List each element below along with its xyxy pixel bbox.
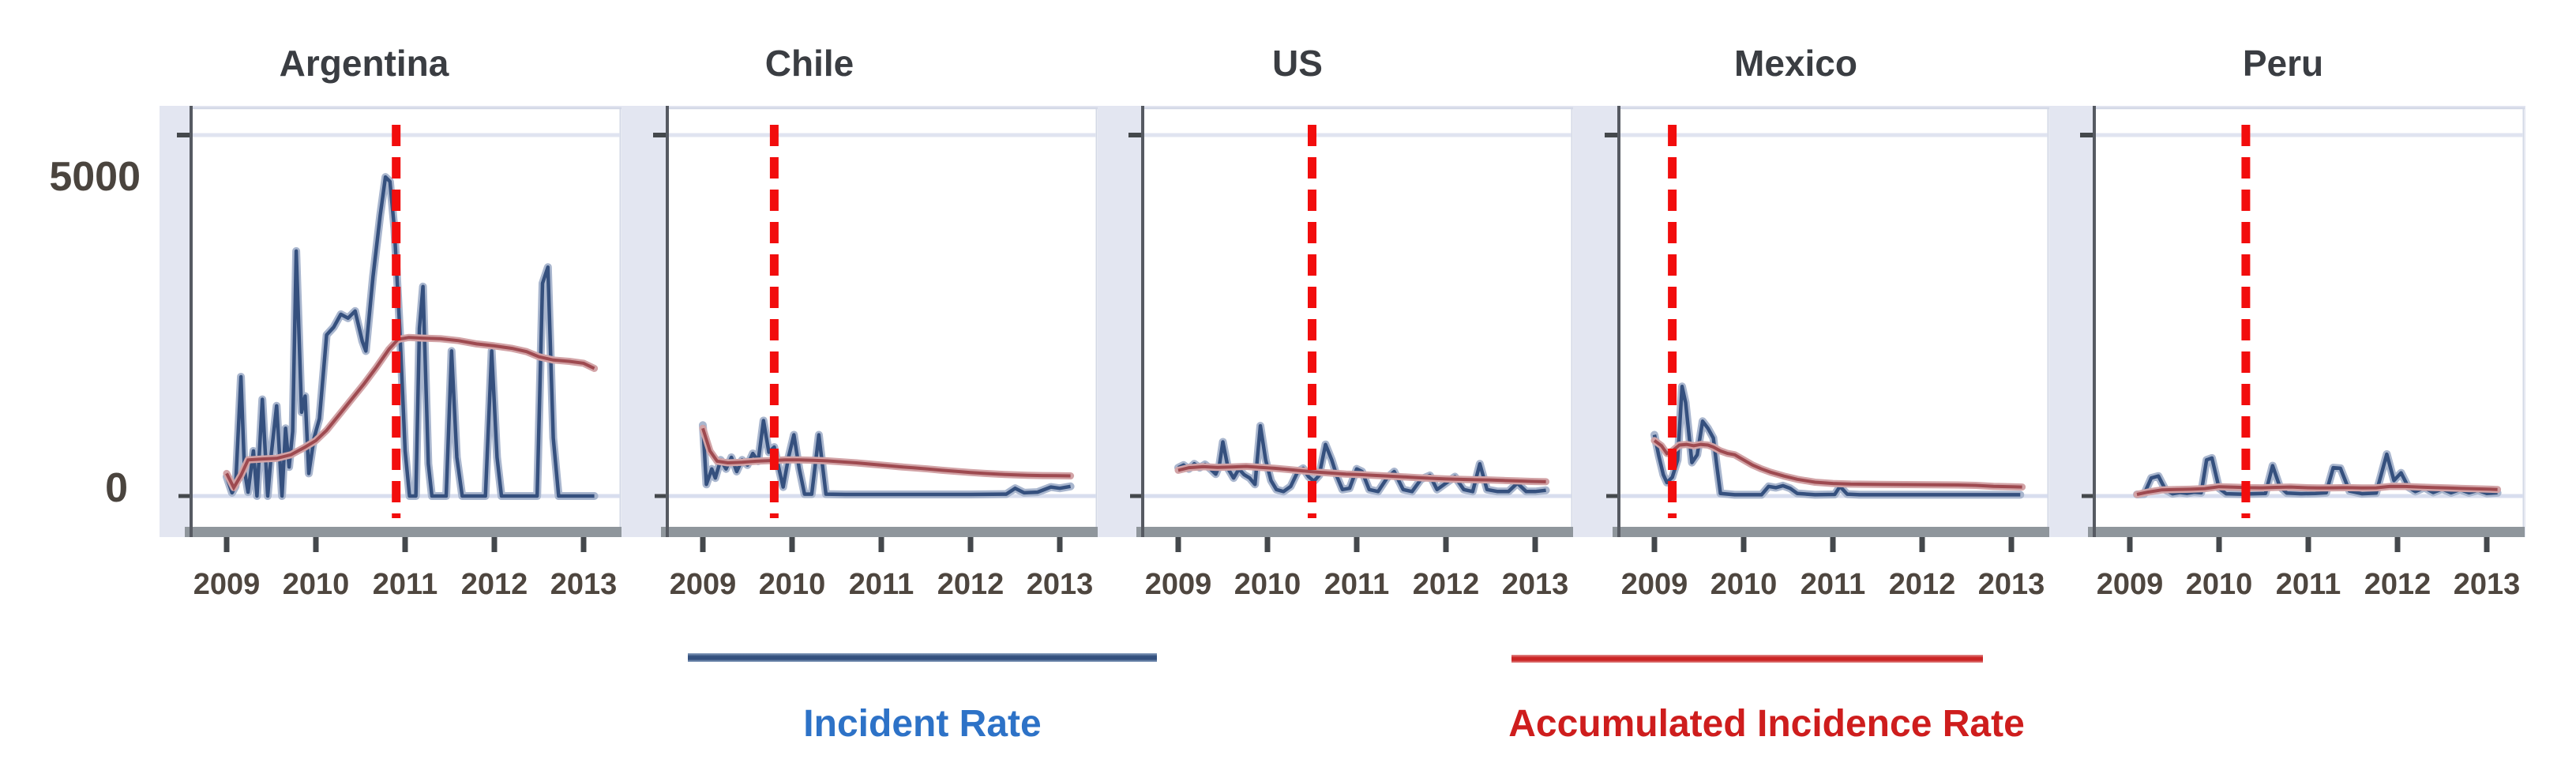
- plot-area-us: [1143, 108, 1573, 535]
- x-axis-tick: [789, 537, 795, 552]
- incident-series-peru: [2136, 452, 2498, 497]
- x-tick-label-2013: 2013: [550, 568, 618, 601]
- x-axis-tick: [1830, 537, 1836, 552]
- x-tick-label-2009: 2009: [2097, 568, 2164, 601]
- x-axis-tick: [1057, 537, 1063, 552]
- y-axis-label-5000: 5000: [49, 154, 141, 200]
- panel-mexico: Mexico 2009 2010 2011 2012 2013: [1587, 0, 2061, 778]
- x-tick-label-2010: 2010: [283, 568, 350, 601]
- x-tick-label-2010: 2010: [1710, 568, 1778, 601]
- x-tick-label-2012: 2012: [1413, 568, 1480, 601]
- x-tick-label-2009: 2009: [1145, 568, 1212, 601]
- x-tick-label-2013: 2013: [2454, 568, 2521, 601]
- panel-plot-peru: 2009 2010 2011 2012 2013: [2080, 106, 2525, 601]
- plot-area-peru: [2094, 108, 2525, 535]
- x-axis-bar: [2088, 527, 2525, 537]
- x-axis-bar: [661, 527, 1098, 537]
- x-axis-tick: [1740, 537, 1747, 552]
- x-axis-tick: [700, 537, 706, 552]
- panel-title-chile: Chile: [764, 43, 854, 84]
- panel-plot-us: 2009 2010 2011 2012 2013: [1128, 106, 1573, 601]
- x-axis-tick: [2305, 537, 2311, 552]
- x-axis-bar: [185, 527, 621, 537]
- legend-accumulated-line-swatch: [1511, 655, 1983, 663]
- x-tick-label-2011: 2011: [2276, 568, 2341, 601]
- x-tick-label-2012: 2012: [1889, 568, 1956, 601]
- x-axis-tick: [491, 537, 498, 552]
- x-axis-tick: [1264, 537, 1271, 552]
- accumulated-series-peru: [2136, 484, 2498, 496]
- panel-peru: Peru 2009 2010 2011 2012 2013: [2063, 0, 2537, 778]
- panel-plot-argentina: 2009 2010 2011 2012 2013: [177, 106, 621, 601]
- x-tick-label-2009: 2009: [1621, 568, 1688, 601]
- accumulated-series-chile: [701, 427, 1071, 478]
- legend-accumulated-label: Accumulated Incidence Rate: [1508, 703, 2025, 745]
- x-tick-label-2011: 2011: [1324, 568, 1389, 601]
- x-axis-tick: [878, 537, 884, 552]
- legend-incident-label: Incident Rate: [803, 703, 1042, 745]
- panel-title-argentina: Argentina: [279, 43, 449, 84]
- x-axis-tick: [2216, 537, 2222, 552]
- panel-plot-chile: 2009 2010 2011 2012 2013: [653, 106, 1098, 601]
- incident-series-us: [1177, 423, 1546, 494]
- plot-area-mexico: [1619, 108, 2049, 535]
- legend-incident-line-swatch: [688, 653, 1157, 662]
- x-axis-tick: [2484, 537, 2490, 552]
- x-axis-tick: [1175, 537, 1181, 552]
- x-axis-tick: [2127, 537, 2133, 552]
- accumulated-series-us: [1177, 464, 1546, 483]
- x-axis-tick: [2008, 537, 2015, 552]
- x-axis-tick: [402, 537, 408, 552]
- plot-area-chile: [667, 108, 1098, 535]
- accumulated-series-argentina: [225, 336, 595, 491]
- x-tick-label-2011: 2011: [1801, 568, 1865, 601]
- x-tick-label-2009: 2009: [193, 568, 261, 601]
- x-tick-label-2010: 2010: [2186, 568, 2253, 601]
- panel-plot-mexico: 2009 2010 2011 2012 2013: [1605, 106, 2049, 601]
- x-axis-bar: [1136, 527, 1573, 537]
- incident-series-argentina: [224, 175, 595, 498]
- x-tick-label-2013: 2013: [1978, 568, 2045, 601]
- x-axis-tick: [1919, 537, 1925, 552]
- panel-title-mexico: Mexico: [1734, 43, 1857, 84]
- x-tick-label-2011: 2011: [849, 568, 914, 601]
- panel-chile: Chile 2009 2010 2011 2012 2013: [636, 0, 1110, 778]
- y-axis-label-0: 0: [105, 465, 128, 511]
- x-tick-label-2012: 2012: [461, 568, 528, 601]
- x-axis-tick: [1354, 537, 1360, 552]
- x-axis-tick: [2394, 537, 2401, 552]
- x-axis-tick: [1532, 537, 1538, 552]
- panel-argentina: Argentina 2009 2010 2011 2012 2013: [160, 0, 633, 778]
- x-axis-tick: [223, 537, 230, 552]
- x-tick-label-2012: 2012: [2364, 568, 2431, 601]
- x-axis-tick: [967, 537, 974, 552]
- x-tick-label-2013: 2013: [1502, 568, 1569, 601]
- x-axis-tick: [313, 537, 319, 552]
- x-axis-bar: [1613, 527, 2049, 537]
- x-tick-label-2012: 2012: [937, 568, 1004, 601]
- panel-us: US 2009 2010 2011 2012 2013: [1111, 0, 1585, 778]
- panel-title-us: US: [1272, 43, 1323, 84]
- x-axis-tick: [1443, 537, 1449, 552]
- panel-title-peru: Peru: [2242, 43, 2324, 84]
- x-tick-label-2011: 2011: [373, 568, 437, 601]
- x-axis-tick: [580, 537, 587, 552]
- x-tick-label-2013: 2013: [1027, 568, 1094, 601]
- x-tick-label-2009: 2009: [670, 568, 737, 601]
- x-axis-tick: [1651, 537, 1658, 552]
- x-tick-label-2010: 2010: [1234, 568, 1301, 601]
- x-tick-label-2010: 2010: [759, 568, 826, 601]
- accumulated-series-mexico: [1653, 439, 2022, 489]
